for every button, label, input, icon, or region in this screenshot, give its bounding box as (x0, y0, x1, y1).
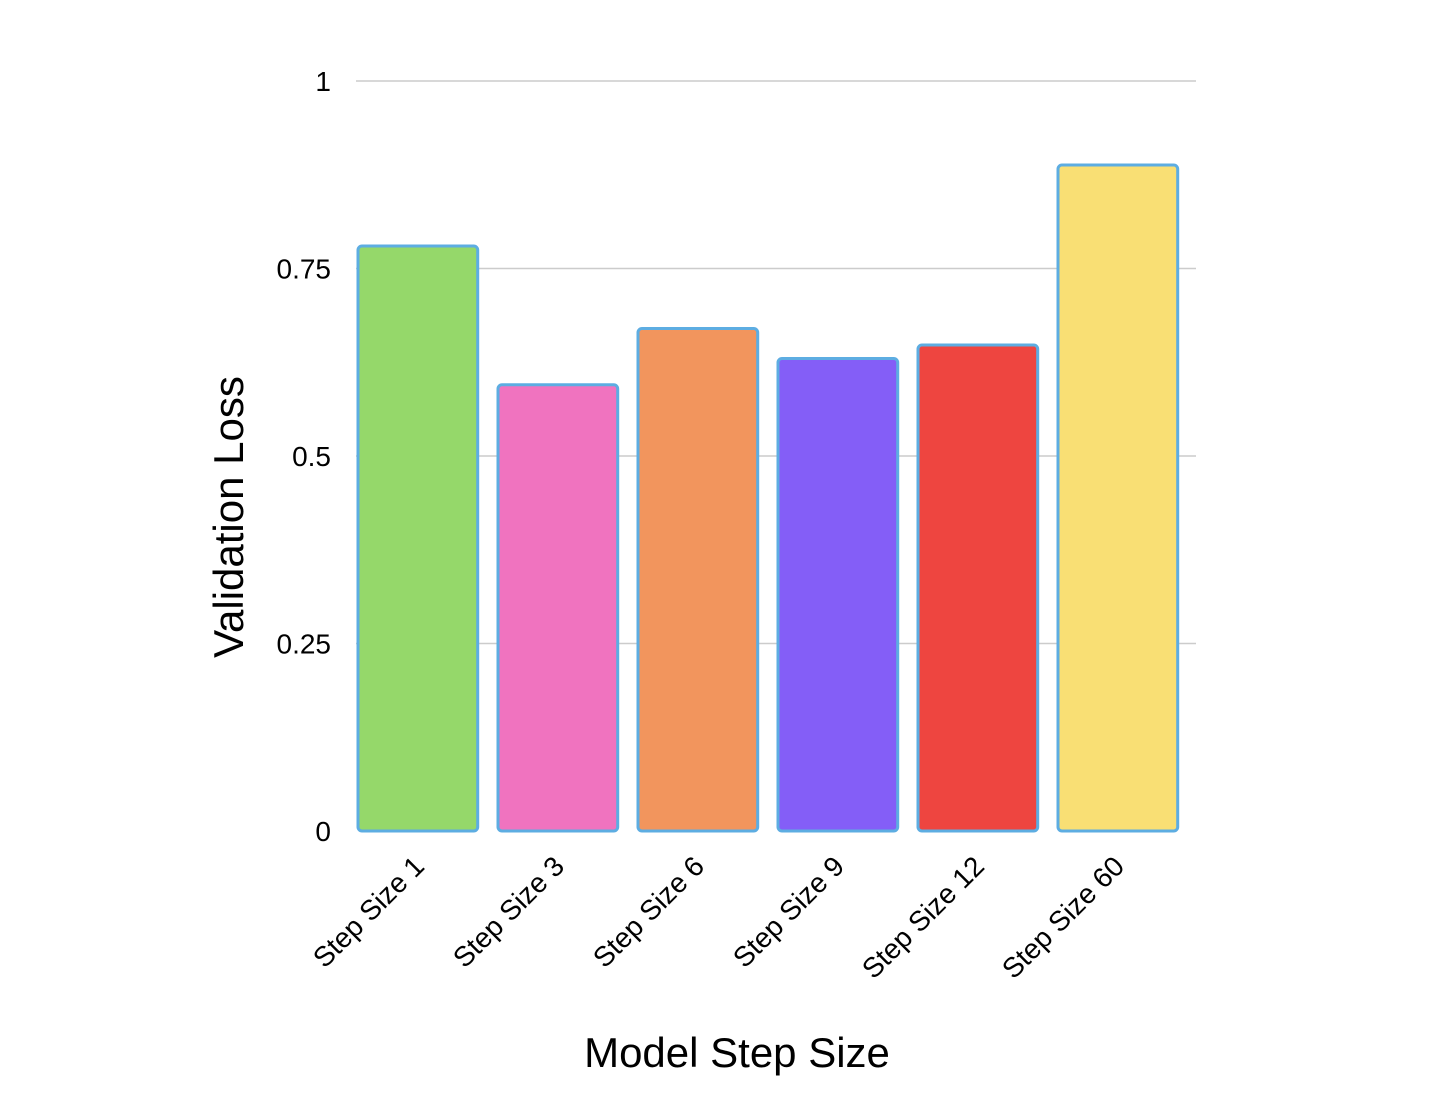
x-axis-ticks: Step Size 1 Step Size 3 Step Size 6 Step Si… (307, 850, 1130, 984)
bar (636, 327, 760, 833)
bar (916, 343, 1040, 833)
bar (496, 383, 620, 833)
x-tick-label: Step Size 12 (856, 850, 990, 984)
y-tick-label: 1 (315, 66, 331, 97)
x-tick-label: Step Size 3 (447, 850, 570, 973)
gridlines (356, 80, 1196, 645)
x-axis-title: Model Step Size (584, 1029, 890, 1076)
x-tick-label: Step Size 6 (587, 850, 710, 973)
y-axis-ticks: 0 0.25 0.5 0.75 1 (277, 66, 332, 847)
x-tick-label: Step Size 1 (307, 850, 430, 973)
y-tick-label: 0.5 (292, 441, 331, 472)
bar (776, 357, 900, 833)
y-tick-label: 0 (315, 816, 331, 847)
bar (1056, 163, 1180, 833)
x-tick-label: Step Size 60 (996, 850, 1130, 984)
bars (356, 163, 1180, 833)
y-axis-title: Validation Loss (205, 376, 252, 658)
y-tick-label: 0.25 (277, 629, 332, 660)
x-tick-label: Step Size 9 (727, 850, 850, 973)
y-tick-label: 0.75 (277, 254, 332, 285)
bar (356, 244, 480, 833)
